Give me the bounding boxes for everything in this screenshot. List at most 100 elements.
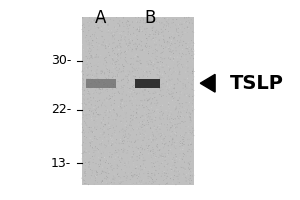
Point — [140, 99, 144, 102]
Point — [173, 143, 178, 146]
Point — [118, 138, 123, 141]
Point — [113, 93, 118, 96]
Point — [117, 103, 122, 106]
Point — [110, 31, 114, 34]
Point — [128, 23, 133, 27]
Point — [80, 115, 85, 118]
Point — [142, 33, 146, 36]
Point — [166, 46, 170, 49]
Point — [96, 156, 101, 159]
Point — [177, 70, 182, 73]
Point — [170, 50, 175, 53]
Point — [87, 152, 92, 155]
Point — [131, 67, 136, 70]
Point — [127, 124, 132, 127]
Point — [109, 159, 114, 162]
Point — [149, 38, 154, 41]
Point — [177, 90, 182, 93]
Point — [115, 165, 120, 169]
Point — [116, 45, 120, 48]
Point — [80, 86, 85, 89]
Point — [148, 85, 152, 88]
Point — [158, 117, 162, 120]
Point — [173, 147, 178, 150]
Point — [141, 156, 146, 160]
Point — [106, 39, 111, 43]
Point — [180, 158, 185, 161]
Point — [142, 98, 147, 102]
Point — [111, 96, 116, 100]
Point — [164, 181, 169, 184]
Point — [100, 181, 105, 184]
Point — [130, 174, 135, 177]
Point — [119, 100, 124, 103]
Point — [109, 32, 113, 35]
Point — [113, 35, 118, 38]
Point — [138, 128, 142, 131]
Point — [166, 89, 171, 92]
Point — [145, 27, 149, 30]
Point — [103, 22, 108, 25]
Point — [167, 47, 171, 50]
Point — [171, 57, 176, 60]
Point — [128, 171, 133, 174]
Text: B: B — [144, 9, 155, 27]
Point — [95, 45, 100, 48]
Point — [150, 178, 155, 181]
Point — [146, 108, 151, 111]
Point — [126, 141, 131, 144]
Point — [136, 175, 141, 178]
Point — [111, 88, 116, 91]
Point — [82, 104, 87, 107]
Point — [184, 154, 189, 157]
Point — [112, 99, 117, 102]
Point — [128, 71, 133, 75]
Point — [131, 90, 136, 93]
Point — [141, 91, 146, 94]
Point — [79, 177, 84, 180]
Point — [149, 160, 154, 163]
Point — [178, 141, 183, 145]
Point — [118, 165, 122, 168]
Point — [187, 101, 192, 104]
Point — [157, 43, 162, 47]
Point — [105, 182, 110, 185]
Point — [108, 163, 113, 166]
Point — [161, 23, 166, 26]
Point — [102, 17, 107, 20]
Point — [120, 41, 124, 44]
Point — [150, 109, 155, 112]
Point — [179, 108, 184, 111]
Point — [160, 66, 165, 69]
Point — [142, 84, 147, 87]
Point — [110, 50, 115, 53]
Point — [118, 19, 122, 23]
Point — [183, 131, 188, 134]
Point — [130, 66, 135, 69]
Point — [121, 69, 126, 72]
Point — [184, 20, 189, 23]
Point — [84, 114, 89, 118]
Point — [107, 34, 112, 37]
Point — [108, 94, 113, 97]
Point — [91, 47, 96, 50]
Point — [81, 83, 86, 87]
Point — [183, 38, 188, 42]
Point — [154, 39, 159, 43]
Point — [138, 20, 142, 23]
Point — [169, 131, 174, 134]
Point — [142, 70, 147, 73]
Point — [163, 159, 167, 162]
Point — [159, 76, 164, 79]
Point — [121, 148, 126, 151]
Point — [184, 45, 189, 48]
Point — [140, 147, 145, 150]
Point — [82, 135, 87, 138]
Point — [148, 176, 153, 179]
Point — [177, 50, 182, 53]
Point — [182, 160, 187, 164]
Point — [188, 177, 193, 180]
Point — [95, 24, 100, 27]
Point — [152, 171, 157, 175]
Point — [180, 78, 184, 81]
